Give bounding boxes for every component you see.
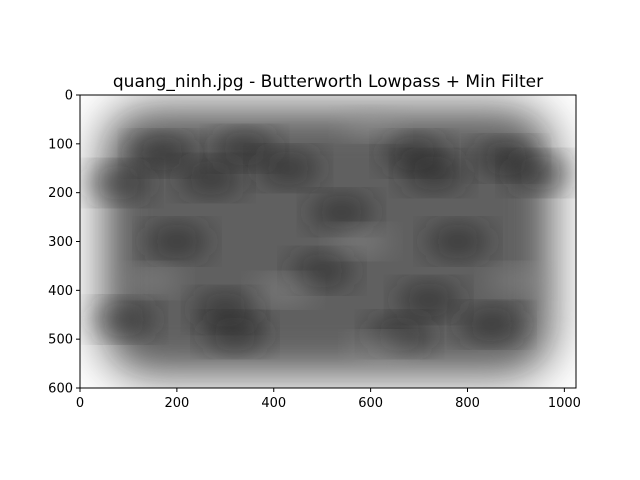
x-tick-label: 0 [76, 396, 84, 411]
x-tick-label: 800 [455, 396, 480, 411]
x-tick-label: 600 [358, 396, 383, 411]
x-tick-label: 200 [164, 396, 189, 411]
dark-region [91, 301, 156, 338]
light-region [350, 334, 411, 363]
dark-region [144, 223, 209, 260]
light-region [122, 266, 183, 295]
y-tick-label: 400 [48, 284, 73, 299]
light-region [340, 110, 401, 139]
dark-region [425, 223, 490, 260]
x-tick-label: 1000 [548, 396, 581, 411]
chart-title: quang_ninh.jpg - Butterworth Lowpass + M… [113, 72, 543, 92]
y-tick-label: 300 [48, 235, 73, 250]
x-tick-label: 400 [261, 396, 286, 411]
dark-region [203, 316, 267, 353]
dark-region [401, 155, 466, 192]
dark-region [86, 164, 151, 201]
light-region [330, 227, 391, 256]
heatmap-image [86, 102, 573, 381]
y-tick-label: 500 [48, 333, 73, 348]
dark-region [309, 194, 374, 231]
dark-region [396, 282, 461, 319]
light-region [485, 266, 546, 295]
dark-region [178, 160, 243, 197]
dark-region [212, 130, 277, 167]
y-axis: 0 100 200 300 400 500 600 [48, 89, 80, 397]
dark-region [459, 306, 524, 343]
y-tick-label: 100 [48, 137, 73, 152]
dark-region [508, 155, 573, 192]
dark-region [290, 252, 355, 289]
y-tick-label: 0 [65, 89, 73, 104]
light-region [253, 276, 314, 305]
dark-region [130, 135, 195, 172]
y-tick-label: 200 [48, 186, 73, 201]
dark-region [256, 150, 321, 187]
y-tick-label: 600 [48, 382, 73, 397]
x-axis: 0 200 400 600 800 1000 [76, 388, 581, 411]
